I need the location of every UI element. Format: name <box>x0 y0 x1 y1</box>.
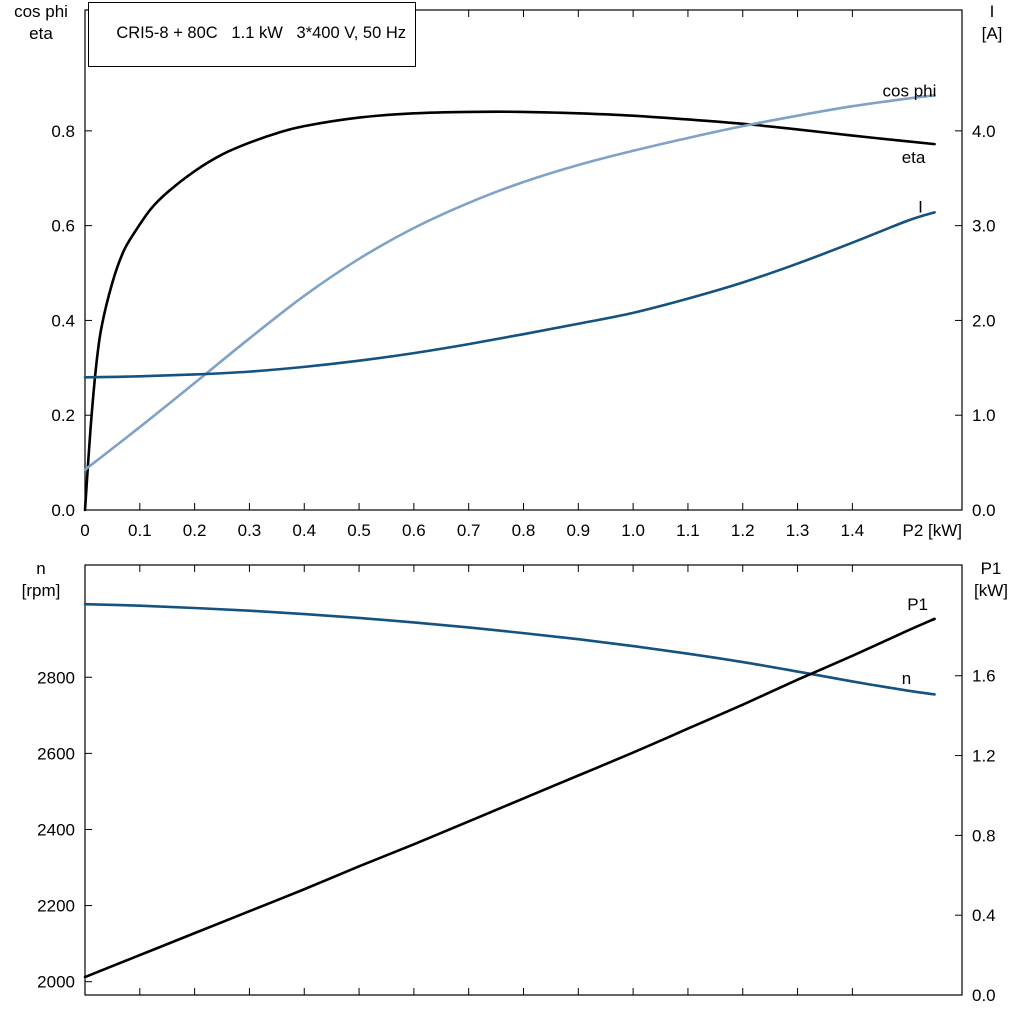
x-tick-label: 0 <box>80 521 89 540</box>
right-axis-title-line1: I <box>989 2 995 21</box>
x-tick-label: 0.6 <box>402 521 426 540</box>
x-tick-label: 0.2 <box>183 521 207 540</box>
right-y-tick-label: 0.0 <box>972 986 996 1005</box>
left-axis-title-line2: eta <box>29 24 53 43</box>
x-tick-label: 1.2 <box>731 521 755 540</box>
x-tick-label: 0.4 <box>292 521 316 540</box>
bottom-right-axis-title: P1 [kW] <box>960 558 1022 602</box>
curve-label-p1: P1 <box>907 595 928 614</box>
power-axis-title-line1: P1 <box>980 559 1002 578</box>
x-tick-label: 1.3 <box>786 521 810 540</box>
chart-title-box: CRI5-8 + 80C 1.1 kW 3*400 V, 50 Hz <box>88 2 417 67</box>
curve-eta <box>83 110 936 512</box>
chart-bottom-speed-power: 2000 2200 2400 2600 2800 0.0 0.4 0.8 1.2 1.6 n P1 <box>37 564 996 1005</box>
right-y-tick-label: 0.8 <box>972 826 996 845</box>
top-right-axis-title: I [A] <box>962 1 1022 45</box>
x-tick-label: 0.7 <box>457 521 481 540</box>
x-tick-label: 1.1 <box>676 521 700 540</box>
right-axis-title-line2: [A] <box>981 24 1003 43</box>
x-tick-label: 0.5 <box>347 521 371 540</box>
right-y-tick-label: 3.0 <box>972 217 996 236</box>
curve-cos-phi <box>83 94 936 472</box>
left-axis-title-line1: cos phi <box>14 2 68 21</box>
x-tick-label: 0.3 <box>238 521 262 540</box>
right-y-tick-label: 1.0 <box>972 406 996 425</box>
chart-title: CRI5-8 + 80C 1.1 kW 3*400 V, 50 Hz <box>116 24 407 42</box>
plot-frame <box>84 564 963 996</box>
curve-label-eta: eta <box>902 148 926 167</box>
left-y-tick-label: 2400 <box>37 820 75 839</box>
x-tick-label: 0.8 <box>512 521 536 540</box>
left-y-tick-label: 2800 <box>37 668 75 687</box>
left-y-tick-label: 2000 <box>37 973 75 992</box>
bottom-left-axis-title: n [rpm] <box>0 558 82 602</box>
x-tick-label: 0.1 <box>128 521 152 540</box>
left-y-tick-label: 2600 <box>37 744 75 763</box>
right-y-tick-label: 2.0 <box>972 311 996 330</box>
x-tick-label: 1.4 <box>841 521 865 540</box>
curve-speed <box>83 602 936 696</box>
right-y-tick-label: 0.4 <box>972 906 996 925</box>
curve-label-speed: n <box>902 669 911 688</box>
plot-frame <box>84 9 963 511</box>
curve-current <box>83 211 936 379</box>
curve-label-cos-phi: cos phi <box>883 82 937 101</box>
right-y-tick-label: 0.0 <box>972 501 996 520</box>
top-left-axis-title: cos phi eta <box>0 1 82 45</box>
speed-axis-title-line1: n <box>36 559 46 578</box>
power-axis-title-line2: [kW] <box>974 581 1008 600</box>
left-y-tick-label: 0.4 <box>51 311 75 330</box>
x-tick-label: 1.0 <box>621 521 645 540</box>
left-y-tick-label: 2200 <box>37 897 75 916</box>
chart-top-performance: 0 0.1 0.2 0.3 0.4 0.5 0.6 0.7 0.8 0.9 1.0 1.1 1.2 1.3… <box>51 9 996 540</box>
speed-axis-title-line2: [rpm] <box>21 581 61 600</box>
curve-p1 <box>83 617 936 979</box>
left-y-tick-label: 0.0 <box>51 501 75 520</box>
left-y-tick-label: 0.2 <box>51 406 75 425</box>
x-axis-unit-label: P2 [kW] <box>902 521 962 540</box>
right-y-tick-label: 1.2 <box>972 747 996 766</box>
left-y-tick-label: 0.8 <box>51 122 75 141</box>
curve-label-current: I <box>918 197 923 216</box>
right-y-tick-label: 1.6 <box>972 667 996 686</box>
right-y-tick-label: 4.0 <box>972 122 996 141</box>
x-tick-label: 0.9 <box>566 521 590 540</box>
left-y-tick-label: 0.6 <box>51 217 75 236</box>
